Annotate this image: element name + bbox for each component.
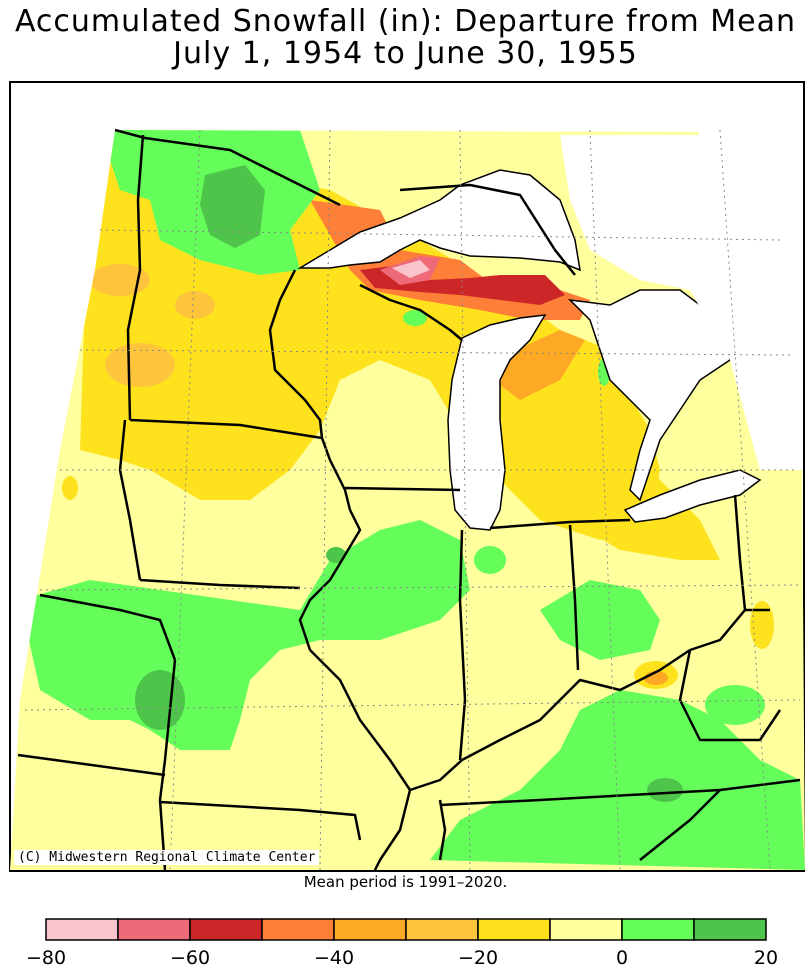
- patch-0-10-wi: [403, 310, 427, 326]
- map-title-line1: Accumulated Snowfall (in): Departure fro…: [14, 4, 797, 39]
- patch-0-10-in: [474, 546, 506, 574]
- border-mo-ar: [159, 800, 362, 841]
- legend-swatch: [549, 918, 623, 941]
- legend-swatch: [117, 918, 191, 941]
- patch-0-10-oh: [705, 685, 765, 725]
- border-wi-up: [359, 283, 463, 341]
- patch-10-20-mn-north: [200, 165, 265, 248]
- patch-minus20-minus30-mn-south: [105, 343, 175, 387]
- legend-swatch: [621, 918, 695, 941]
- color-legend: −80 −60 −40 −20 0 20: [26, 918, 778, 969]
- border-tn-va: [639, 789, 721, 861]
- border-mn-ia: [129, 418, 323, 440]
- border-il-ky: [409, 759, 463, 792]
- legend-swatch: [333, 918, 407, 941]
- border-mn-wi: [268, 269, 324, 439]
- legend-tick-label: 20: [754, 947, 778, 969]
- patch-minus20-minus30-mn-central: [175, 291, 215, 319]
- patch-minus70-minus80-up: [392, 260, 430, 278]
- border-ne-ks: [39, 593, 177, 661]
- shaded-departure-field: [10, 130, 805, 870]
- graticule-line: [719, 129, 771, 871]
- border-tn-ar-river: [438, 799, 447, 861]
- legend-tick-label: −20: [458, 947, 498, 969]
- graticule-line: [39, 584, 801, 591]
- ontario-land: [560, 135, 805, 470]
- band-0-10-south: [430, 690, 805, 870]
- legend-swatch: [405, 918, 479, 941]
- lake-erie: [623, 469, 762, 523]
- border-ky-tn: [439, 778, 801, 807]
- border-oh-wv: [689, 609, 746, 652]
- lake-superior: [297, 169, 581, 272]
- border-in-mi: [489, 518, 631, 530]
- legend-swatch: [189, 918, 263, 941]
- patch-10-20-mo: [135, 670, 185, 730]
- border-ia-mo: [139, 578, 301, 590]
- legend-swatch: [477, 918, 551, 941]
- border-il-mo-river: [309, 649, 412, 791]
- legend-swatch: [693, 918, 767, 941]
- graticule-line: [79, 349, 791, 356]
- mean-period-note: Mean period is 1991–2020.: [303, 873, 508, 891]
- border-ky-wv: [678, 649, 782, 742]
- patch-minus20-minus30-lower-mi: [500, 330, 585, 400]
- border-in-ky: [461, 648, 691, 762]
- border-mo-tn-river: [373, 789, 412, 871]
- legend-tick-label: −60: [170, 947, 210, 969]
- band-0-10-east: [540, 580, 660, 660]
- border-ne-ia: [118, 419, 142, 581]
- border-nd-mn: [126, 134, 145, 421]
- border-canada-mn: [114, 128, 341, 207]
- band-0-10-central: [20, 520, 470, 750]
- border-in-oh: [568, 524, 580, 671]
- legend-swatch: [45, 918, 119, 941]
- legend-tick-label: −80: [26, 947, 66, 969]
- patch-minus20-minus30-mn-west: [90, 264, 150, 296]
- credit-label: (C) Midwestern Regional Climate Center: [14, 850, 320, 865]
- border-ks-ok: [17, 753, 166, 777]
- map-title-line2: July 1, 1954 to June 30, 1955: [173, 36, 638, 71]
- legend-tick-label: 0: [616, 947, 628, 969]
- border-ia-il-river: [298, 509, 362, 651]
- border-ks-mo: [158, 659, 177, 871]
- patch-minus10-minus20-ia: [62, 476, 78, 500]
- patch-10-20-il: [326, 547, 346, 563]
- legend-tick-label: −40: [314, 947, 354, 969]
- border-wi-il: [344, 486, 461, 492]
- legend-swatch: [261, 918, 335, 941]
- graticule: [24, 129, 801, 871]
- border-mi-up: [399, 183, 576, 276]
- border-il-in: [458, 529, 467, 761]
- patch-minus10-minus20-oh: [750, 601, 774, 649]
- patch-10-20-ky: [647, 778, 683, 802]
